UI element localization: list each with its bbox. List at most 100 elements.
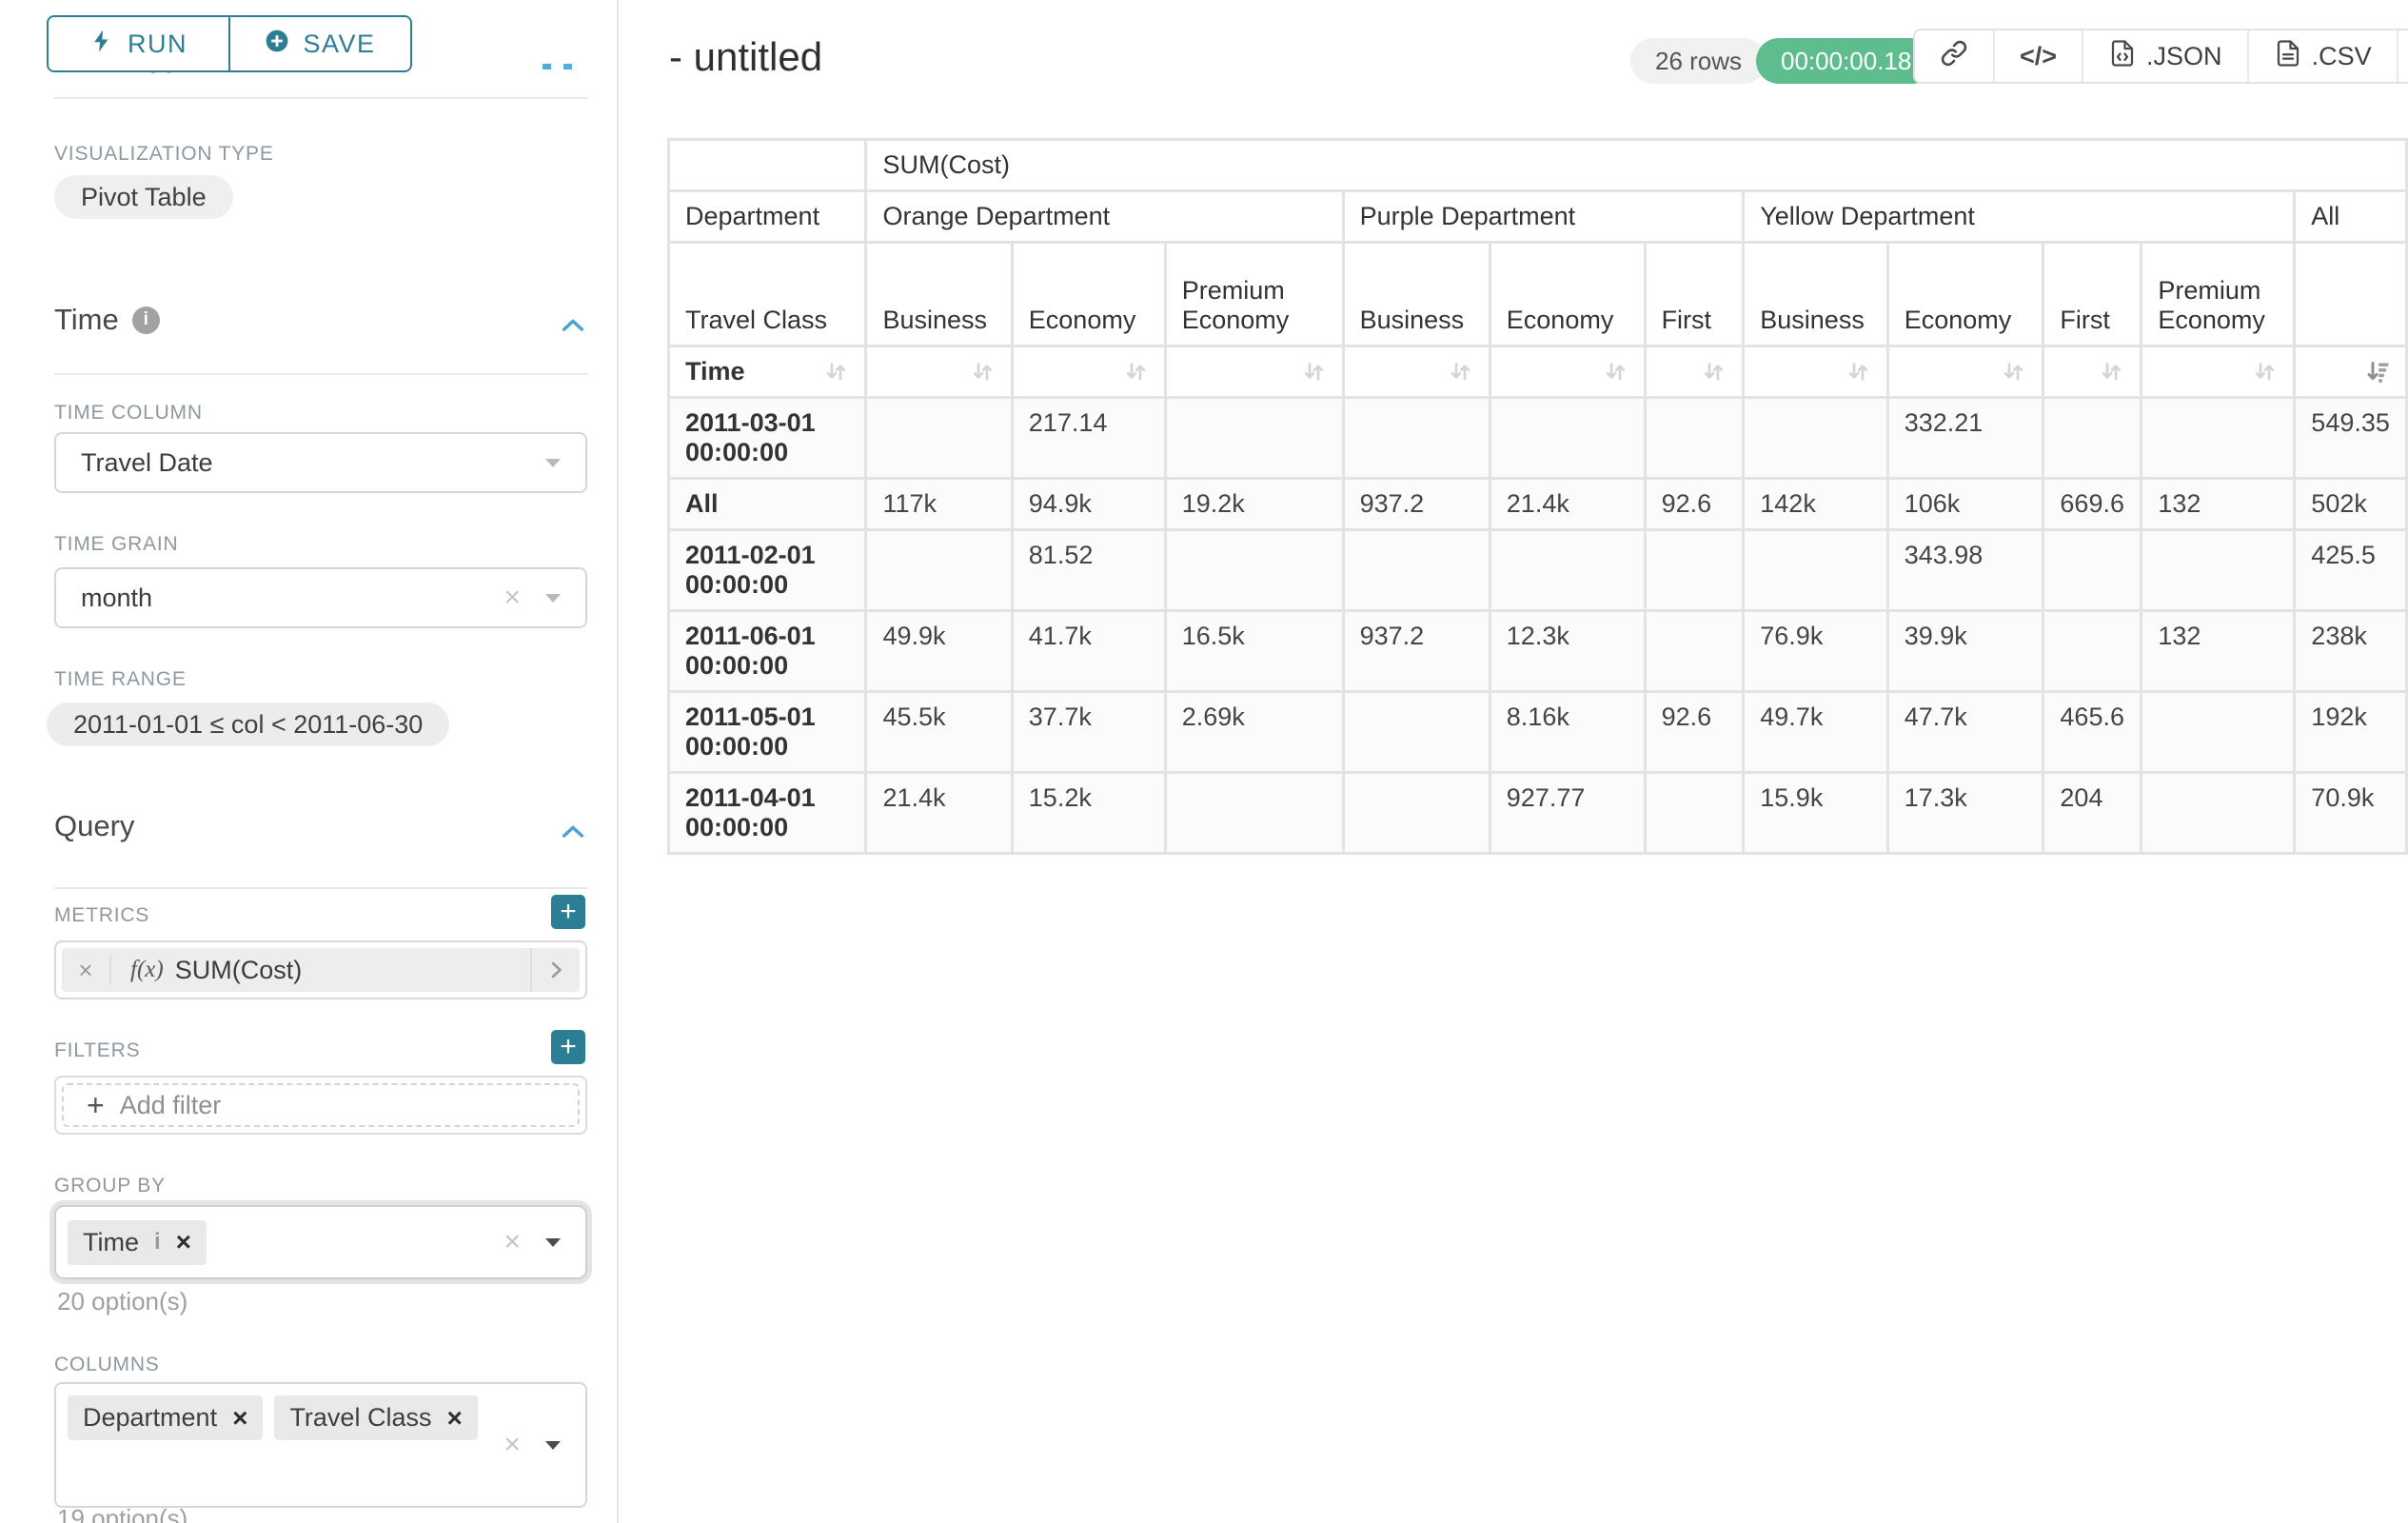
time-grain-select[interactable]: month × [54,567,587,628]
value-cell: 12.3k [1491,612,1644,690]
table-row: 2011-02-01 00:00:0081.52343.98425.5 [670,531,2405,609]
sort-arrows-icon[interactable] [970,359,996,385]
value-cell: 117k [867,480,1010,528]
clear-x-icon[interactable]: × [503,583,521,612]
sort-arrows-icon[interactable] [1301,359,1327,385]
sort-header-cell [2044,347,2140,396]
sort-arrows-icon[interactable] [1448,359,1473,385]
visualization-type-pill[interactable]: Pivot Table [54,175,233,219]
function-icon: f(x) [130,957,164,983]
sort-header-cell [1745,347,1885,396]
travel-class-header-cell: First [2044,244,2140,345]
chevron-up-icon[interactable] [558,817,588,847]
embed-code-button[interactable]: </> [1993,30,2082,82]
metric-header-cell: SUM(Cost) [867,141,2405,189]
metrics-container: × f(x) SUM(Cost) [54,940,587,999]
travel-class-header-cell: Economy [1889,244,2043,345]
caret-down-icon[interactable] [545,1238,561,1247]
sort-header-cell [1491,347,1644,396]
file-code-icon [2108,39,2137,74]
run-save-button-group: RUN SAVE [47,15,412,72]
sort-arrows-icon[interactable] [2252,359,2278,385]
time-grain-value: month [81,583,152,613]
remove-tag-icon[interactable]: × [176,1229,191,1256]
table-row: 2011-03-01 00:00:00217.14332.21549.35 [670,399,2405,477]
value-cell: 927.77 [1491,774,1644,852]
value-cell [1167,531,1342,609]
time-column-label: TIME COLUMN [54,402,203,425]
export-json-button[interactable]: .JSON [2082,30,2247,82]
add-metric-button[interactable]: + [551,895,585,929]
metric-value: SUM(Cost) [175,956,303,985]
value-cell: 502k [2296,480,2405,528]
sort-arrows-icon[interactable] [1845,359,1871,385]
panel-topbar: RUN SAVE [0,0,617,67]
chevron-right-icon[interactable] [530,948,580,992]
value-cell: 41.7k [1014,612,1164,690]
value-cell [1345,399,1489,477]
value-cell [1491,531,1644,609]
info-icon[interactable]: i [154,1229,161,1256]
clear-x-icon[interactable]: × [503,1431,521,1459]
sort-desc-icon[interactable] [2364,359,2390,385]
columns-tag-label: Travel Class [289,1403,431,1433]
chevron-up-icon[interactable] [558,310,588,341]
share-link-button[interactable] [1915,30,1993,82]
value-cell: 425.5 [2296,531,2405,609]
sort-arrows-icon[interactable] [1603,359,1628,385]
sort-arrows-icon[interactable] [2099,359,2124,385]
row-header-cell: 2011-04-01 00:00:00 [670,774,864,852]
value-cell: 204 [2044,774,2140,852]
value-cell [1745,531,1885,609]
sort-header-cell [2296,347,2405,396]
metric-pill[interactable]: × f(x) SUM(Cost) [62,948,580,992]
sort-arrows-icon[interactable] [2001,359,2026,385]
value-cell: 37.7k [1014,693,1164,771]
value-cell [1167,399,1342,477]
group-by-label: GROUP BY [54,1175,166,1197]
sort-header-cell [1647,347,1743,396]
time-column-select[interactable]: Travel Date [54,432,587,493]
value-cell [1345,774,1489,852]
value-cell: 49.9k [867,612,1010,690]
sort-arrows-icon[interactable] [1123,359,1149,385]
menu-button[interactable] [2397,30,2408,82]
table-row: All117k94.9k19.2k937.221.4k92.6142k106k6… [670,480,2405,528]
caret-down-icon[interactable] [545,1441,561,1450]
value-cell: 8.16k [1491,693,1644,771]
chart-container: - untitled 26 rows 00:00:00.18 </> .JSON… [621,0,2408,1523]
columns-select[interactable]: Department × Travel Class × × [54,1382,587,1508]
add-filter-label: Add filter [120,1091,222,1120]
save-button[interactable]: SAVE [228,17,410,70]
travel-class-header-cell: Economy [1014,244,1164,345]
columns-tag: Department × [68,1395,263,1440]
value-cell: 76.9k [1745,612,1885,690]
value-cell: 21.4k [1491,480,1644,528]
remove-tag-icon[interactable]: × [446,1405,462,1432]
table-row: SUM(Cost) [670,141,2405,189]
remove-tag-icon[interactable]: × [232,1405,247,1432]
time-section-header: Time i [54,303,160,337]
sort-arrows-icon[interactable] [1701,359,1727,385]
info-icon[interactable]: i [132,307,160,334]
row-dimension-cell: Time [670,347,864,396]
travel-class-header-cell [2296,244,2405,345]
value-cell: 669.6 [2044,480,2140,528]
group-by-select[interactable]: Time i × × [54,1205,587,1279]
row-header-cell: All [670,480,864,528]
export-toolbar: </> .JSON .CSV [1913,29,2408,84]
col-subdimension-cell: Travel Class [670,244,864,345]
department-header-cell: Orange Department [867,192,1341,241]
link-icon [1940,39,1968,74]
sort-arrows-icon[interactable] [823,359,849,385]
export-csv-button[interactable]: .CSV [2247,30,2397,82]
remove-metric-icon[interactable]: × [62,956,111,985]
value-cell: 132 [2142,612,2293,690]
clear-x-icon[interactable]: × [503,1228,521,1256]
add-filter-plus-button[interactable]: + [551,1030,585,1064]
value-cell [1647,612,1743,690]
run-button[interactable]: RUN [49,17,228,70]
time-range-pill[interactable]: 2011-01-01 ≤ col < 2011-06-30 [47,702,449,746]
add-filter-button[interactable]: + Add filter [62,1083,580,1127]
group-by-tag-label: Time [83,1228,139,1257]
